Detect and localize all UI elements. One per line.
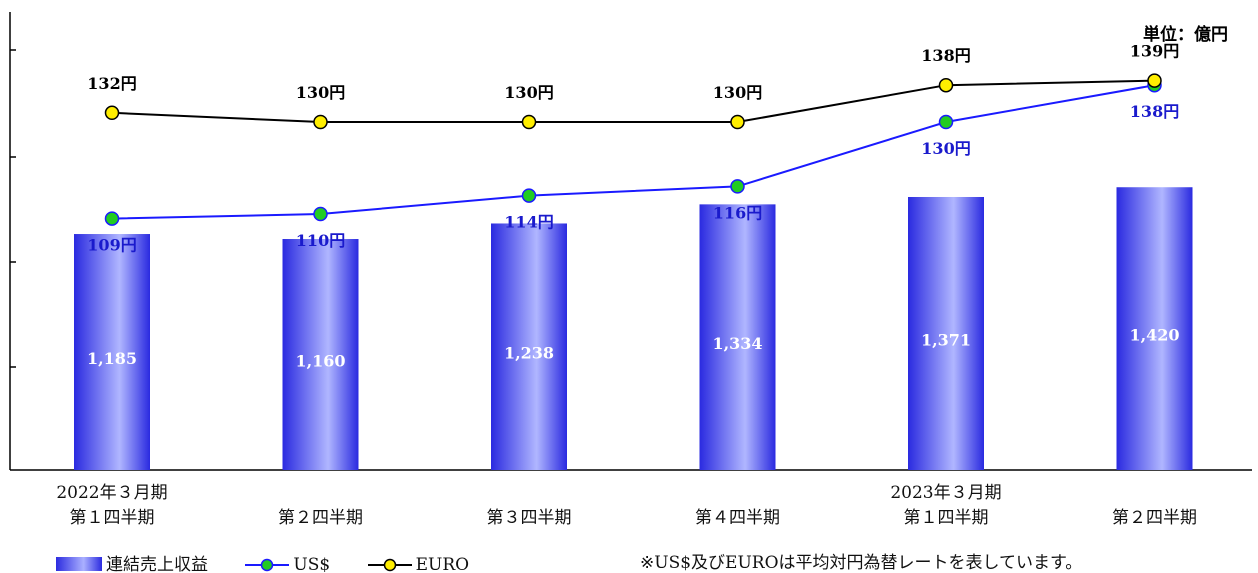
bar-label-3: 1,334 <box>712 334 762 353</box>
euro-label-0: 132円 <box>87 74 136 93</box>
usd-label-5: 138円 <box>1130 102 1179 121</box>
x-label-quarter-0: 第１四半期 <box>2 506 222 531</box>
x-label-5: 第２四半期 <box>1045 506 1258 531</box>
usd-line <box>112 85 1155 218</box>
euro-point-1 <box>314 116 327 129</box>
x-label-0: 2022年３月期第１四半期 <box>2 481 222 531</box>
euro-point-4 <box>940 79 953 92</box>
legend-item-usd: US$ <box>245 551 330 572</box>
euro-point-2 <box>523 116 536 129</box>
legend-label-euro: EURO <box>416 555 469 572</box>
x-label-2: 第３四半期 <box>419 506 639 531</box>
unit-label: 単位：億円 <box>1143 20 1228 45</box>
usd-point-1 <box>314 208 327 221</box>
legend-label-usd: US$ <box>293 555 330 572</box>
usd-label-0: 109円 <box>87 236 136 255</box>
bar-label-2: 1,238 <box>504 344 554 363</box>
x-label-year-0: 2022年３月期 <box>2 481 222 506</box>
x-label-1: 第２四半期 <box>211 506 431 531</box>
x-label-quarter-1: 第２四半期 <box>211 506 431 531</box>
bar-label-5: 1,420 <box>1129 326 1179 345</box>
usd-point-2 <box>523 189 536 202</box>
usd-label-1: 110円 <box>296 231 345 250</box>
euro-label-2: 130円 <box>504 83 553 102</box>
usd-label-4: 130円 <box>921 139 970 158</box>
x-label-quarter-3: 第４四半期 <box>628 506 848 531</box>
x-label-year-4: 2023年３月期 <box>836 481 1056 506</box>
bar-label-4: 1,371 <box>921 330 971 349</box>
euro-label-3: 130円 <box>713 83 762 102</box>
usd-point-3 <box>731 180 744 193</box>
legend-bar-swatch <box>56 557 102 571</box>
euro-label-4: 138円 <box>921 46 970 65</box>
x-label-quarter-2: 第３四半期 <box>419 506 639 531</box>
legend-label-revenue: 連結売上収益 <box>106 555 208 572</box>
bar-label-0: 1,185 <box>87 349 137 368</box>
bar-label-1: 1,160 <box>295 352 345 371</box>
usd-label-2: 114円 <box>504 213 553 232</box>
euro-line <box>112 81 1155 122</box>
x-label-quarter-4: 第１四半期 <box>836 506 1056 531</box>
x-label-quarter-5: 第２四半期 <box>1045 506 1258 531</box>
footnote: ※US$及びEUROは平均対円為替レートを表しています。 <box>640 548 1082 573</box>
euro-point-5 <box>1148 74 1161 87</box>
euro-point-3 <box>731 116 744 129</box>
legend-item-revenue: 連結売上収益 <box>56 551 208 572</box>
x-label-3: 第４四半期 <box>628 506 848 531</box>
legend-item-euro: EURO <box>368 551 469 572</box>
usd-point-0 <box>106 212 119 225</box>
legend-usd-swatch <box>245 557 289 572</box>
legend: 連結売上収益 US$ EURO <box>56 551 501 572</box>
legend-euro-swatch <box>368 557 412 572</box>
usd-label-3: 116円 <box>713 203 762 222</box>
x-label-4: 2023年３月期第１四半期 <box>836 481 1056 531</box>
euro-label-1: 130円 <box>296 83 345 102</box>
euro-point-0 <box>106 106 119 119</box>
usd-point-4 <box>940 116 953 129</box>
